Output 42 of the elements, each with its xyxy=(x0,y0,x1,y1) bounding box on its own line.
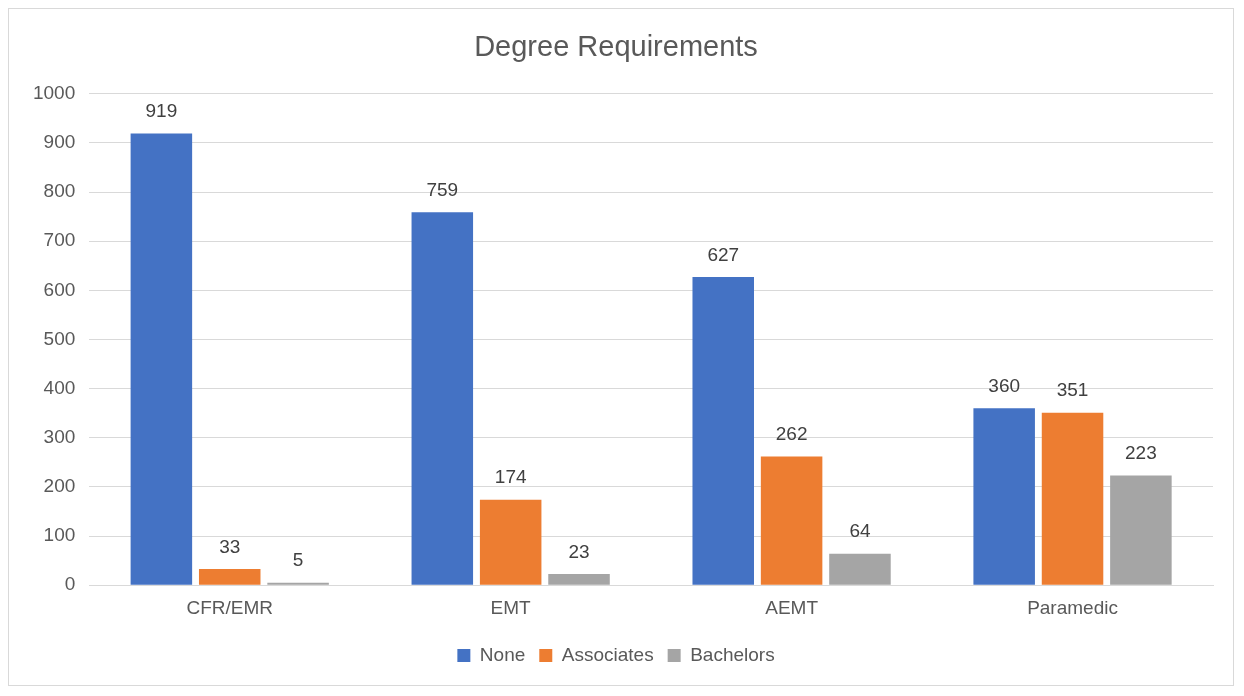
data-label: 23 xyxy=(568,540,590,562)
bar xyxy=(692,277,754,585)
y-tick-label: 500 xyxy=(43,327,76,349)
bar xyxy=(198,568,261,585)
y-tick-label: 200 xyxy=(43,475,76,497)
y-tick-label: 0 xyxy=(64,573,76,595)
y-tick-label: 900 xyxy=(43,131,76,153)
x-tick-label: Paramedic xyxy=(1027,596,1118,618)
y-tick-label: 400 xyxy=(43,376,76,398)
data-label: 351 xyxy=(1056,379,1089,401)
bar xyxy=(479,499,542,585)
data-label: 627 xyxy=(707,243,740,265)
data-label: 262 xyxy=(775,423,808,445)
data-label: 5 xyxy=(292,549,304,571)
y-tick-label: 700 xyxy=(43,229,76,251)
legend-label: Associates xyxy=(561,643,654,665)
data-label: 33 xyxy=(219,535,241,557)
data-label: 223 xyxy=(1125,442,1157,464)
bar xyxy=(411,212,474,585)
x-tick-label: EMT xyxy=(490,596,532,618)
legend-label: None xyxy=(479,643,526,665)
chart-title: Degree Requirements xyxy=(474,30,758,63)
data-label: 759 xyxy=(426,178,459,200)
bar xyxy=(829,553,891,585)
legend-label: Bachelors xyxy=(690,643,775,665)
data-label: 174 xyxy=(494,466,527,488)
data-label: 64 xyxy=(849,520,871,542)
y-tick-label: 100 xyxy=(43,524,76,546)
bar xyxy=(130,133,193,585)
x-tick-label: CFR/EMR xyxy=(186,596,274,618)
y-tick-label: 600 xyxy=(43,278,76,300)
bar xyxy=(973,408,1035,585)
bar xyxy=(548,573,610,585)
bar xyxy=(1041,412,1104,585)
y-tick-label: 1000 xyxy=(32,82,76,104)
bar xyxy=(760,456,823,585)
x-tick-label: AEMT xyxy=(765,596,819,618)
bar xyxy=(1110,475,1172,585)
y-tick-label: 300 xyxy=(43,426,76,448)
data-label: 919 xyxy=(145,100,178,122)
y-tick-label: 800 xyxy=(43,180,76,202)
data-label: 360 xyxy=(988,375,1021,397)
